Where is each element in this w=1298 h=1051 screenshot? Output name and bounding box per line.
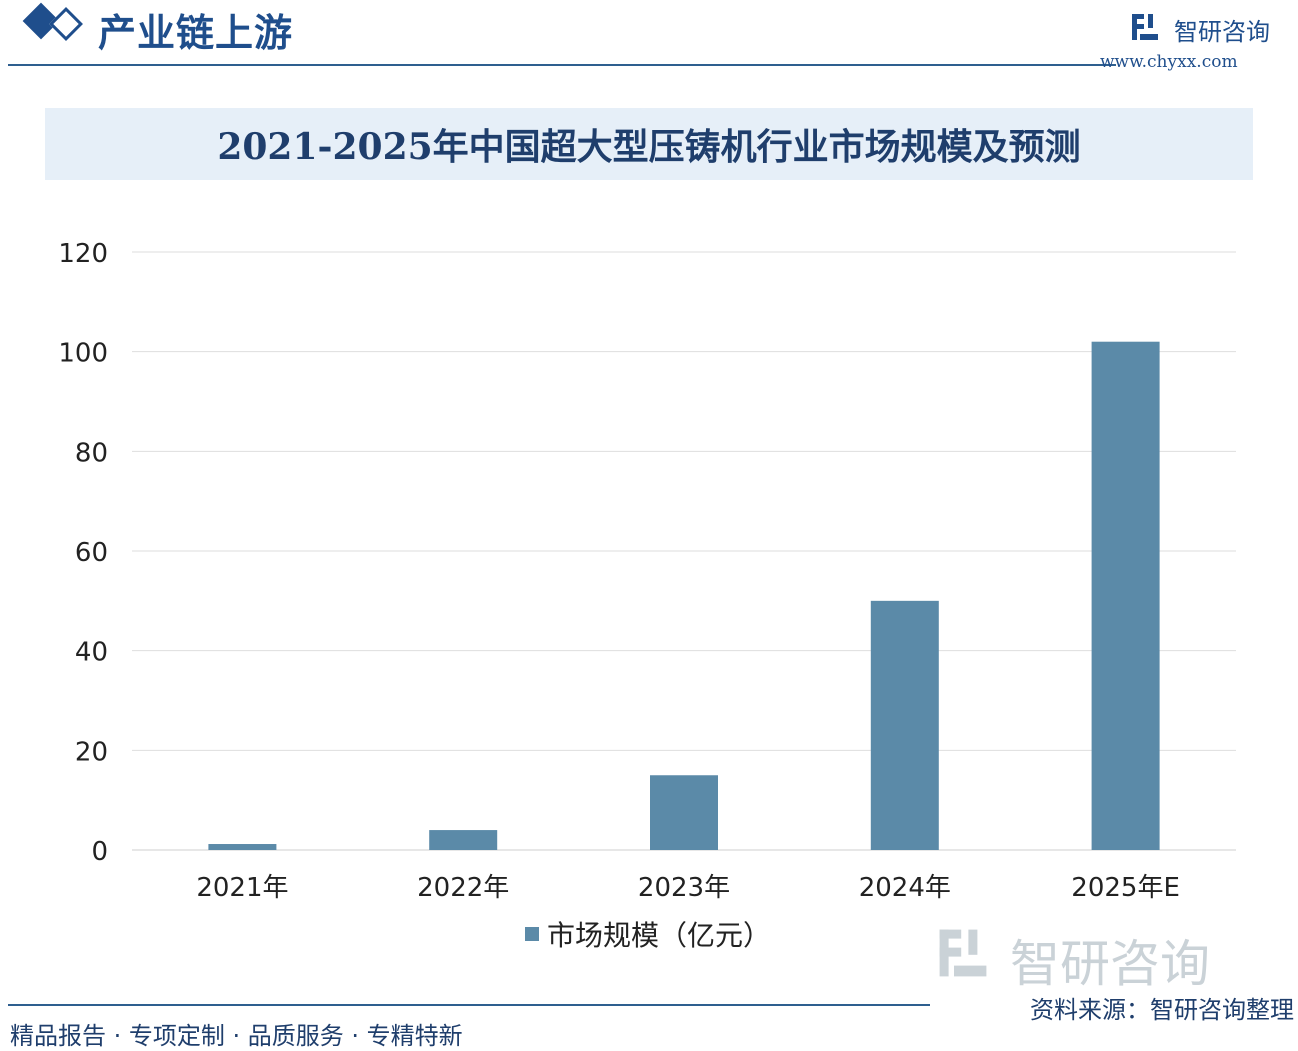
x-tick-label: 2022年 [417,873,509,903]
data-source: 资料来源：智研咨询整理 [1030,996,1294,1024]
watermark-logo-icon [939,929,987,977]
brand-logo-icon [1132,14,1158,40]
brand-block: 智研咨询 www.chyxx.com [1100,8,1290,72]
bar [1091,341,1160,850]
brand-url: www.chyxx.com [1100,52,1238,72]
bar [870,600,939,850]
footer-tagline: 精品报告 · 专项定制 · 品质服务 · 专精特新 [10,1022,463,1050]
x-tick-label: 2025年E [1071,873,1180,903]
x-tick-label: 2024年 [859,873,951,903]
x-tick-label: 2021年 [196,873,288,903]
y-tick-label: 60 [75,538,108,568]
bar [650,775,718,850]
header-divider [8,64,1116,66]
section-title: 产业链上游 [98,10,294,55]
page-header: 产业链上游 智研咨询 www.chyxx.com [0,0,1298,72]
y-tick-label: 20 [75,737,108,767]
x-tick-label: 2023年 [638,873,730,903]
y-tick-label: 120 [58,239,108,269]
chart-title-band: 2021-2025年中国超大型压铸机行业市场规模及预测 [45,108,1253,180]
legend-swatch [525,927,539,941]
legend-label: 市场规模（亿元） [547,919,772,952]
watermark-name: 智研咨询 [1010,935,1210,993]
chart-title: 2021-2025年中国超大型压铸机行业市场规模及预测 [217,126,1081,168]
y-tick-label: 100 [58,339,108,369]
bar [429,830,498,850]
watermark-brand: 智研咨询 [936,920,1276,993]
y-tick-label: 80 [75,438,108,468]
bar [208,844,277,850]
footer-divider [8,1004,930,1006]
y-tick-label: 0 [91,837,108,867]
brand-name: 智研咨询 [1174,18,1270,46]
chart-legend: 市场规模（亿元） [525,914,771,954]
y-tick-label: 40 [75,638,108,668]
